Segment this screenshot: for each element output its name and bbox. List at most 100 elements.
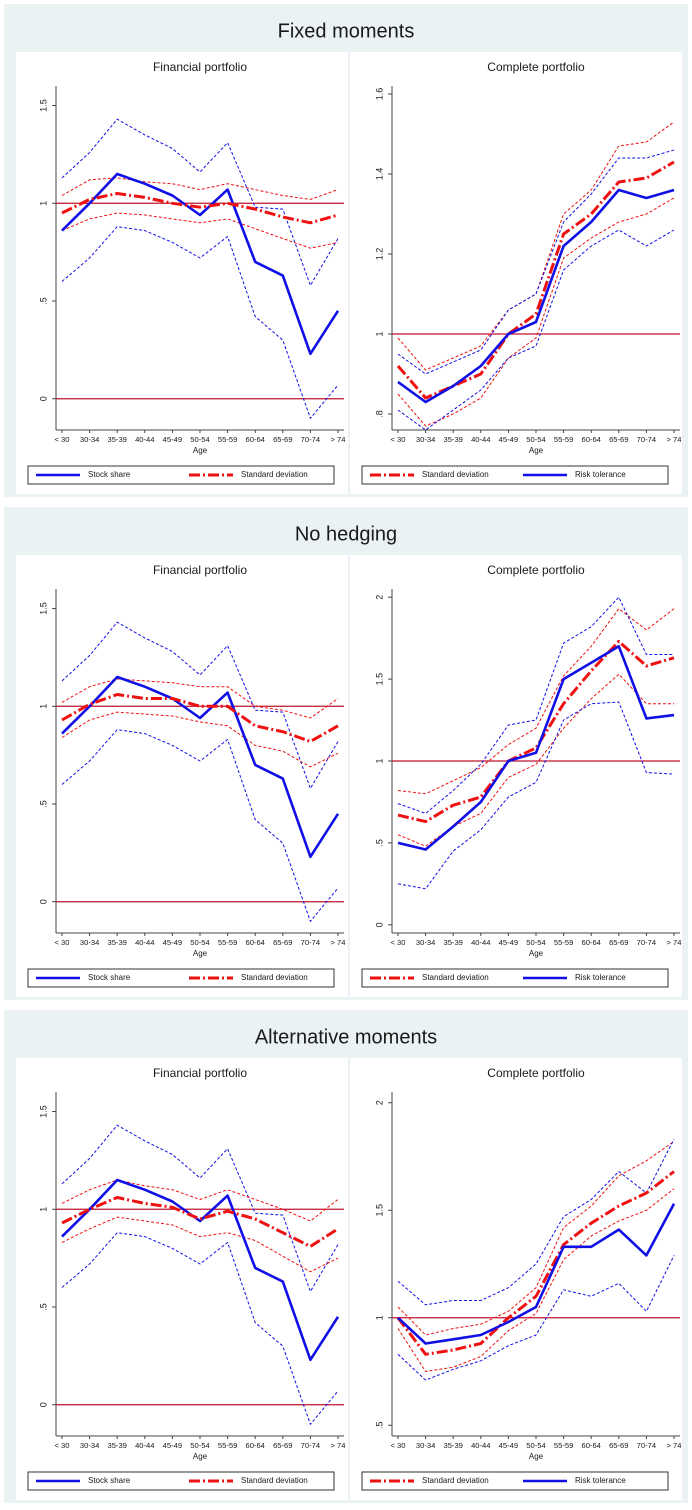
x-tick-label: 30-34 bbox=[416, 435, 435, 444]
x-tick-label: 50-54 bbox=[526, 1441, 545, 1450]
confidence-band-upper bbox=[397, 1139, 675, 1306]
y-tick-label: .5 bbox=[38, 1303, 48, 1311]
y-tick-label: .5 bbox=[38, 297, 48, 305]
y-tick-label: 1.5 bbox=[38, 1105, 48, 1118]
x-tick-label: 30-34 bbox=[80, 435, 99, 444]
series-line bbox=[397, 188, 675, 404]
y-tick-label: 2 bbox=[374, 595, 384, 600]
confidence-band-upper bbox=[61, 118, 339, 286]
x-tick-label: 45-49 bbox=[163, 1441, 182, 1450]
series-line bbox=[61, 192, 339, 225]
legend-label: Risk tolerance bbox=[575, 470, 626, 479]
x-tick-label: 55-59 bbox=[554, 435, 573, 444]
y-tick-label: 1.5 bbox=[374, 1204, 384, 1217]
legend-label: Standard deviation bbox=[422, 973, 489, 982]
confidence-band-lower bbox=[61, 711, 339, 768]
confidence-band-upper bbox=[397, 121, 675, 371]
y-tick-label: .5 bbox=[38, 800, 48, 808]
x-tick-label: > 74 bbox=[331, 938, 346, 947]
y-tick-label: 2 bbox=[374, 1100, 384, 1105]
x-tick-label: 40-44 bbox=[135, 938, 154, 947]
confidence-band-lower bbox=[61, 1232, 339, 1425]
confidence-band-upper bbox=[397, 608, 675, 795]
x-tick-label: 45-49 bbox=[499, 435, 518, 444]
confidence-band-lower bbox=[61, 1216, 339, 1273]
chart-background bbox=[350, 52, 682, 494]
x-tick-label: 30-34 bbox=[416, 938, 435, 947]
y-tick-label: .5 bbox=[374, 839, 384, 847]
x-tick-label: 50-54 bbox=[190, 1441, 209, 1450]
x-axis-label: Age bbox=[193, 446, 208, 455]
x-tick-label: 35-39 bbox=[443, 1441, 462, 1450]
x-tick-label: 60-64 bbox=[245, 435, 264, 444]
legend-label: Standard deviation bbox=[422, 470, 489, 479]
x-tick-label: 70-74 bbox=[637, 938, 656, 947]
x-tick-label: 70-74 bbox=[637, 435, 656, 444]
x-tick-label: 70-74 bbox=[301, 1441, 320, 1450]
chart-title: Financial portfolio bbox=[153, 60, 247, 74]
panel-title: Fixed moments bbox=[278, 20, 415, 42]
x-tick-label: 30-34 bbox=[80, 1441, 99, 1450]
x-tick-label: 45-49 bbox=[163, 938, 182, 947]
legend-box bbox=[361, 1471, 669, 1491]
x-tick-label: 45-49 bbox=[163, 435, 182, 444]
chart-background bbox=[350, 1058, 682, 1500]
y-tick-label: 1 bbox=[374, 758, 384, 763]
y-tick-label: 1.4 bbox=[374, 168, 384, 181]
x-tick-label: 65-69 bbox=[273, 938, 292, 947]
confidence-band-lower bbox=[397, 197, 675, 427]
chart-title: Complete portfolio bbox=[487, 563, 585, 577]
legend-label: Standard deviation bbox=[422, 1476, 489, 1485]
legend-box bbox=[27, 465, 335, 485]
x-tick-label: 40-44 bbox=[135, 435, 154, 444]
y-tick-label: 1.5 bbox=[38, 602, 48, 615]
series-line bbox=[61, 675, 340, 859]
chart-background bbox=[16, 555, 348, 997]
x-tick-label: < 30 bbox=[55, 1441, 70, 1450]
x-tick-label: 55-59 bbox=[218, 435, 237, 444]
y-tick-label: 0 bbox=[38, 1402, 48, 1407]
confidence-band-upper bbox=[61, 621, 339, 789]
chart-title: Complete portfolio bbox=[487, 60, 585, 74]
y-tick-label: 1 bbox=[38, 201, 48, 206]
x-tick-label: 35-39 bbox=[107, 435, 126, 444]
x-tick-label: 35-39 bbox=[107, 1441, 126, 1450]
confidence-band-lower bbox=[397, 701, 675, 890]
series-line bbox=[397, 639, 675, 824]
series-line bbox=[61, 172, 340, 356]
x-tick-label: 45-49 bbox=[499, 1441, 518, 1450]
x-tick-label: 40-44 bbox=[471, 938, 490, 947]
y-tick-label: 1 bbox=[38, 704, 48, 709]
y-tick-label: 0 bbox=[374, 922, 384, 927]
x-tick-label: 30-34 bbox=[416, 1441, 435, 1450]
legend-box bbox=[361, 968, 669, 988]
y-tick-label: 1 bbox=[374, 1315, 384, 1320]
x-tick-label: 60-64 bbox=[581, 938, 600, 947]
x-tick-label: 55-59 bbox=[554, 938, 573, 947]
series-line bbox=[397, 645, 675, 851]
x-tick-label: 60-64 bbox=[581, 1441, 600, 1450]
x-tick-label: 50-54 bbox=[190, 938, 209, 947]
x-tick-label: < 30 bbox=[391, 1441, 406, 1450]
legend-label: Risk tolerance bbox=[575, 1476, 626, 1485]
panel-title: No hedging bbox=[295, 523, 397, 545]
confidence-band-upper bbox=[61, 678, 339, 719]
x-tick-label: 65-69 bbox=[609, 938, 628, 947]
x-axis-label: Age bbox=[193, 1452, 208, 1461]
x-tick-label: > 74 bbox=[667, 1441, 682, 1450]
y-tick-label: 1 bbox=[38, 1207, 48, 1212]
chart-title: Financial portfolio bbox=[153, 1066, 247, 1080]
x-tick-label: 55-59 bbox=[218, 938, 237, 947]
x-tick-label: 55-59 bbox=[218, 1441, 237, 1450]
x-tick-label: < 30 bbox=[55, 435, 70, 444]
chart-title: Complete portfolio bbox=[487, 1066, 585, 1080]
x-tick-label: < 30 bbox=[391, 938, 406, 947]
series-line bbox=[397, 1203, 676, 1345]
legend-label: Risk tolerance bbox=[575, 973, 626, 982]
y-tick-label: .8 bbox=[374, 410, 384, 418]
x-tick-label: 65-69 bbox=[273, 435, 292, 444]
x-tick-label: 55-59 bbox=[554, 1441, 573, 1450]
